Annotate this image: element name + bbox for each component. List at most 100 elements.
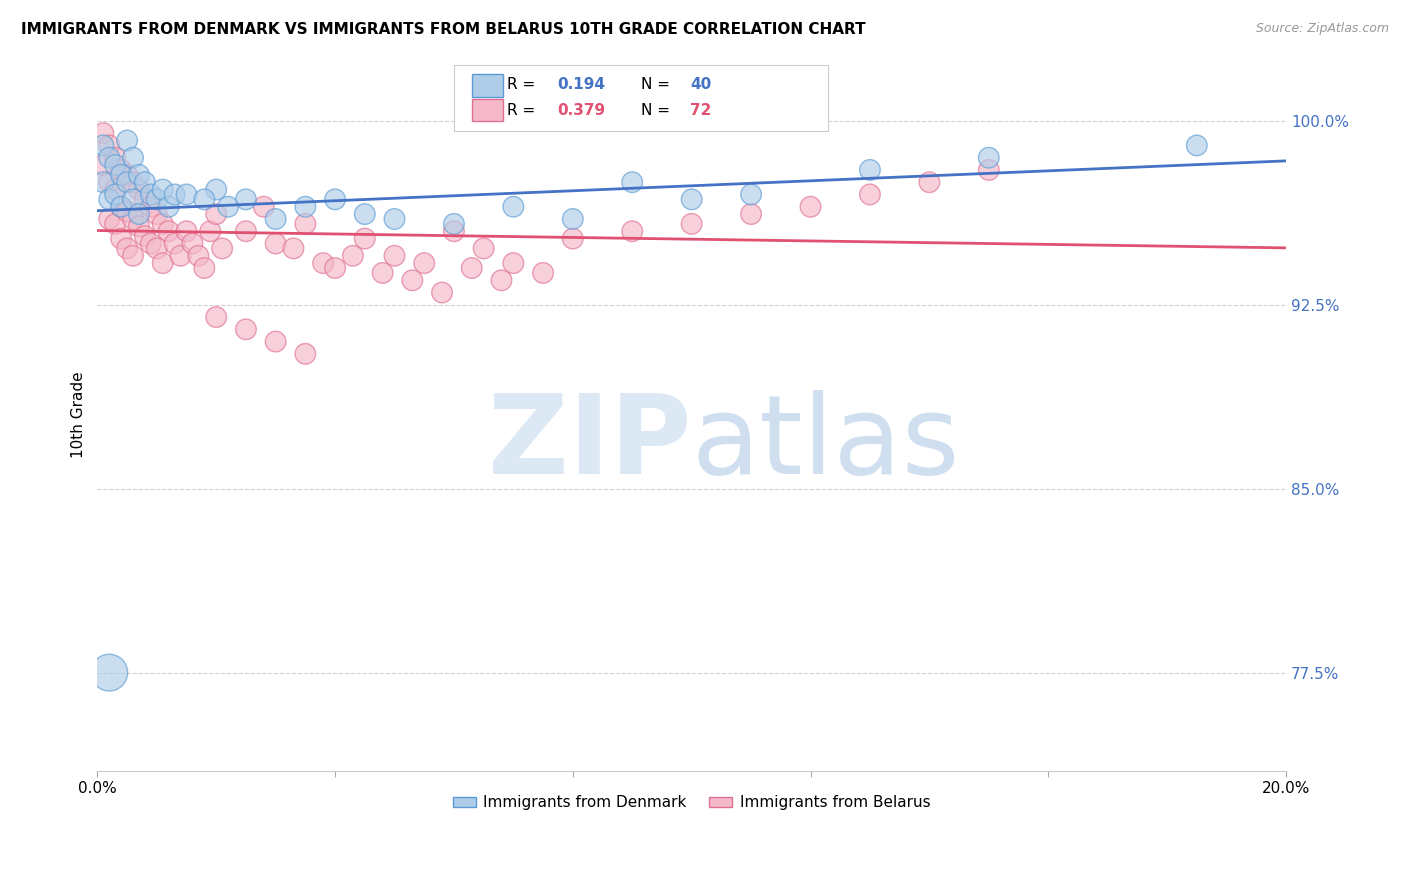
Point [115, 204, 138, 219]
Point [128, 183, 150, 197]
FancyBboxPatch shape [472, 74, 503, 96]
Point [128, 207, 150, 221]
Point [264, 236, 287, 251]
Text: ZIP: ZIP [488, 390, 692, 497]
Point [384, 249, 406, 263]
Text: R =: R = [508, 77, 540, 92]
Point [110, 200, 132, 214]
Point [122, 151, 145, 165]
Point [98, 193, 121, 207]
Text: Source: ZipAtlas.com: Source: ZipAtlas.com [1256, 22, 1389, 36]
Point [163, 236, 186, 251]
Point [283, 241, 305, 255]
Point [98, 138, 121, 153]
Point [799, 200, 821, 214]
Point [91, 138, 114, 153]
Point [205, 183, 228, 197]
Point [235, 322, 257, 336]
Point [253, 200, 276, 214]
Point [122, 193, 145, 207]
Point [134, 175, 156, 189]
Text: IMMIGRANTS FROM DENMARK VS IMMIGRANTS FROM BELARUS 10TH GRADE CORRELATION CHART: IMMIGRANTS FROM DENMARK VS IMMIGRANTS FR… [21, 22, 866, 37]
Point [977, 163, 1000, 178]
Point [104, 183, 127, 197]
Text: N =: N = [641, 103, 675, 118]
Point [110, 163, 132, 178]
Point [115, 175, 138, 189]
Point [681, 217, 703, 231]
Point [139, 200, 162, 214]
Text: 0.379: 0.379 [557, 103, 606, 118]
Point [146, 193, 169, 207]
Point [200, 224, 222, 238]
Point [561, 211, 583, 226]
Point [187, 249, 209, 263]
Point [169, 249, 191, 263]
Point [139, 236, 162, 251]
Point [134, 229, 156, 244]
Point [371, 266, 394, 280]
Point [104, 217, 127, 231]
Point [176, 224, 198, 238]
Point [323, 260, 346, 275]
Point [211, 241, 233, 255]
Point [264, 334, 287, 349]
Point [621, 175, 644, 189]
Point [152, 256, 174, 270]
Point [681, 193, 703, 207]
Point [110, 231, 132, 245]
Point [122, 175, 145, 189]
Point [152, 183, 174, 197]
Point [264, 211, 287, 226]
Point [91, 175, 114, 189]
Point [176, 187, 198, 202]
Point [561, 231, 583, 245]
Point [193, 193, 215, 207]
Point [491, 273, 513, 287]
Point [312, 256, 335, 270]
Point [205, 207, 228, 221]
Legend: Immigrants from Denmark, Immigrants from Belarus: Immigrants from Denmark, Immigrants from… [447, 789, 936, 816]
Point [128, 219, 150, 234]
Point [91, 126, 114, 140]
Point [621, 224, 644, 238]
Point [98, 175, 121, 189]
Point [740, 207, 762, 221]
Point [323, 193, 346, 207]
Text: 40: 40 [690, 77, 711, 92]
Text: N =: N = [641, 77, 675, 92]
Point [472, 241, 495, 255]
Text: 0.194: 0.194 [557, 77, 606, 92]
Point [139, 187, 162, 202]
Point [98, 151, 121, 165]
Point [859, 187, 882, 202]
Point [91, 158, 114, 172]
Point [859, 163, 882, 178]
Point [977, 151, 1000, 165]
Point [98, 665, 121, 680]
Text: R =: R = [508, 103, 540, 118]
Point [110, 168, 132, 182]
Point [443, 224, 465, 238]
Point [740, 187, 762, 202]
Point [235, 193, 257, 207]
Point [502, 256, 524, 270]
Point [146, 241, 169, 255]
FancyBboxPatch shape [454, 65, 828, 131]
Point [443, 217, 465, 231]
Point [353, 207, 375, 221]
Point [342, 249, 364, 263]
Point [104, 158, 127, 172]
Point [104, 151, 127, 165]
Point [122, 249, 145, 263]
Point [294, 347, 316, 361]
Point [531, 266, 554, 280]
Point [502, 200, 524, 214]
Y-axis label: 10th Grade: 10th Grade [72, 372, 86, 458]
Point [134, 193, 156, 207]
Point [353, 231, 375, 245]
Point [110, 200, 132, 214]
Point [98, 211, 121, 226]
Point [157, 200, 180, 214]
Point [181, 236, 204, 251]
